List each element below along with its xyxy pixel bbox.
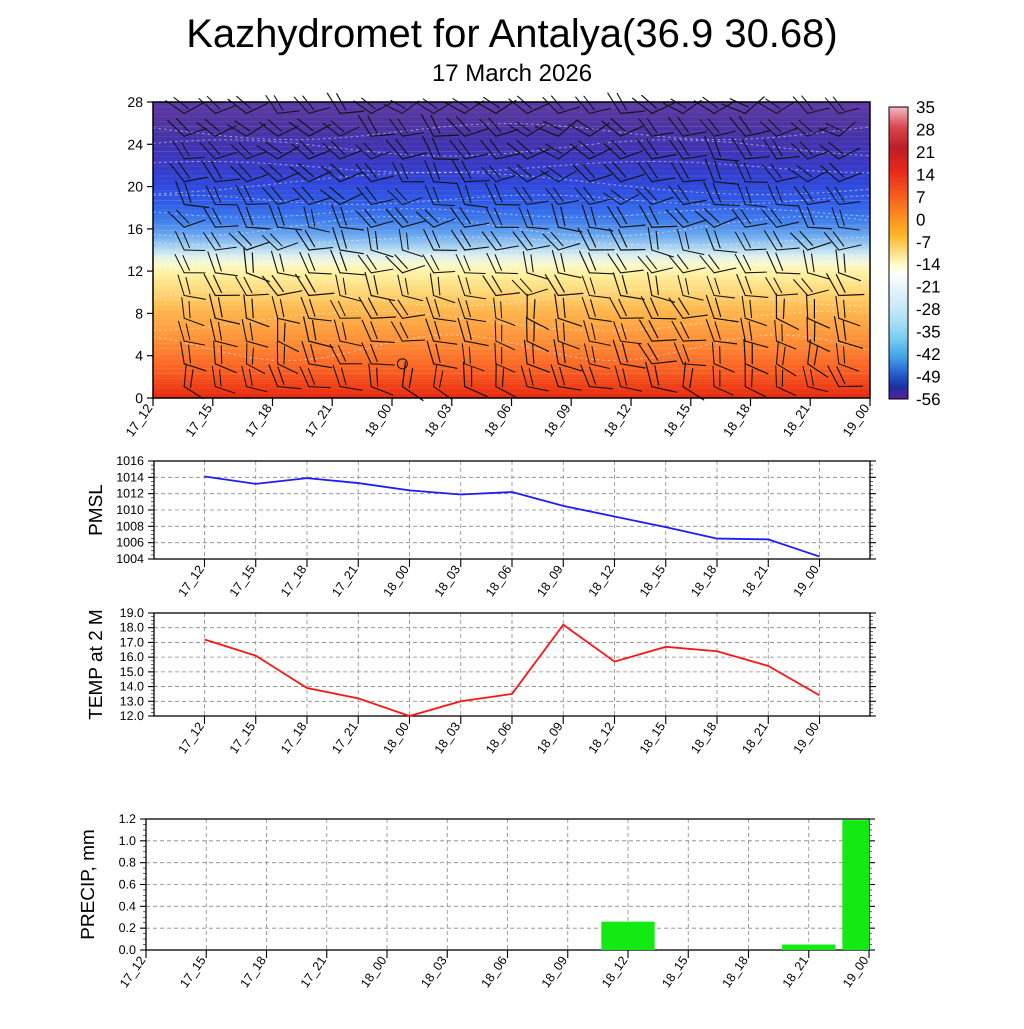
- svg-text:1016: 1016: [116, 454, 144, 468]
- svg-text:24: 24: [127, 136, 143, 152]
- svg-text:0.8: 0.8: [119, 856, 136, 870]
- svg-text:0.4: 0.4: [119, 899, 136, 913]
- svg-text:4: 4: [135, 348, 143, 364]
- svg-text:19.0: 19.0: [120, 606, 144, 620]
- svg-text:17 March 2026: 17 March 2026: [432, 60, 592, 87]
- svg-text:21: 21: [916, 143, 935, 162]
- svg-text:14: 14: [916, 165, 935, 184]
- svg-text:1012: 1012: [116, 487, 144, 501]
- svg-text:16: 16: [127, 221, 143, 237]
- svg-text:0.6: 0.6: [119, 878, 136, 892]
- svg-text:28: 28: [916, 121, 935, 140]
- svg-text:1010: 1010: [116, 503, 144, 517]
- svg-text:7: 7: [916, 188, 925, 207]
- svg-text:-49: -49: [916, 368, 941, 387]
- svg-text:-28: -28: [916, 300, 941, 319]
- svg-text:-42: -42: [916, 345, 941, 364]
- svg-text:Kazhydromet for Antalya(36.9 3: Kazhydromet for Antalya(36.9 30.68): [186, 12, 837, 56]
- svg-text:-35: -35: [916, 323, 941, 342]
- svg-text:0.2: 0.2: [119, 921, 136, 935]
- svg-text:1006: 1006: [116, 536, 144, 550]
- svg-text:17.0: 17.0: [120, 635, 144, 649]
- svg-text:-21: -21: [916, 278, 941, 297]
- svg-text:16.0: 16.0: [120, 650, 144, 664]
- svg-text:-7: -7: [916, 233, 931, 252]
- svg-text:35: 35: [916, 98, 935, 117]
- svg-text:15.0: 15.0: [120, 665, 144, 679]
- svg-text:28: 28: [127, 94, 143, 110]
- svg-text:1014: 1014: [116, 470, 144, 484]
- svg-text:14.0: 14.0: [120, 680, 144, 694]
- svg-text:TEMP at 2 M: TEMP at 2 M: [86, 609, 107, 720]
- svg-text:1.2: 1.2: [119, 812, 136, 826]
- svg-text:0.0: 0.0: [119, 943, 136, 957]
- svg-text:1008: 1008: [116, 519, 144, 533]
- svg-text:8: 8: [135, 305, 143, 321]
- svg-text:20: 20: [127, 179, 143, 195]
- svg-text:18.0: 18.0: [120, 621, 144, 635]
- svg-text:12.0: 12.0: [120, 709, 144, 723]
- svg-text:1004: 1004: [116, 552, 144, 566]
- svg-text:13.0: 13.0: [120, 694, 144, 708]
- svg-text:1.0: 1.0: [119, 834, 136, 848]
- svg-text:PRECIP, mm: PRECIP, mm: [78, 829, 99, 940]
- svg-text:-14: -14: [916, 255, 941, 274]
- svg-text:12: 12: [127, 263, 143, 279]
- svg-text:PMSL: PMSL: [86, 484, 107, 536]
- svg-text:-56: -56: [916, 390, 941, 409]
- svg-text:0: 0: [916, 210, 925, 229]
